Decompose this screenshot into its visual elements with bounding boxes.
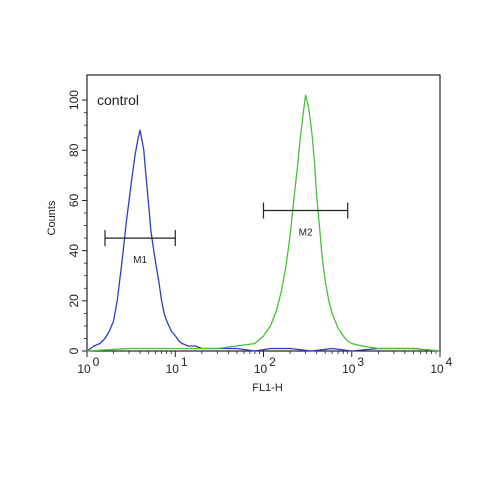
x-tick-label: 10: [342, 362, 356, 376]
y-tick-label: 80: [67, 143, 81, 157]
x-axis-title: FL1-H: [252, 382, 283, 394]
histogram-series-2: [86, 94, 441, 352]
x-tick-label: 10: [166, 362, 180, 376]
control-annotation: control: [97, 92, 139, 108]
y-tick-label: 0: [67, 347, 81, 354]
gate-m2-label: M2: [299, 227, 313, 238]
x-tick-exponent: 0: [93, 355, 100, 369]
series-layer: [86, 94, 441, 352]
y-axis-title: Counts: [46, 200, 58, 235]
y-tick-label: 60: [67, 193, 81, 207]
y-tick-label: 40: [67, 244, 81, 258]
x-tick-label: 10: [77, 362, 91, 376]
y-tick-label: 100: [67, 90, 81, 110]
x-tick-exponent: 1: [181, 355, 188, 369]
y-axis-ticks: 0 20 40 60 80 100: [67, 90, 87, 354]
x-tick-exponent: 2: [269, 355, 276, 369]
x-tick-label: 10: [254, 362, 268, 376]
x-tick-exponent: 4: [446, 355, 453, 369]
marker-layer: M1 M2: [104, 202, 349, 266]
x-tick-exponent: 3: [357, 355, 364, 369]
x-axis-ticks: 10 0 10 1 10 2 10 3 10 4: [77, 351, 453, 376]
x-tick-label: 10: [430, 362, 444, 376]
histogram-series-1: [86, 129, 441, 352]
y-tick-label: 20: [67, 294, 81, 308]
gate-m1-label: M1: [133, 255, 147, 266]
